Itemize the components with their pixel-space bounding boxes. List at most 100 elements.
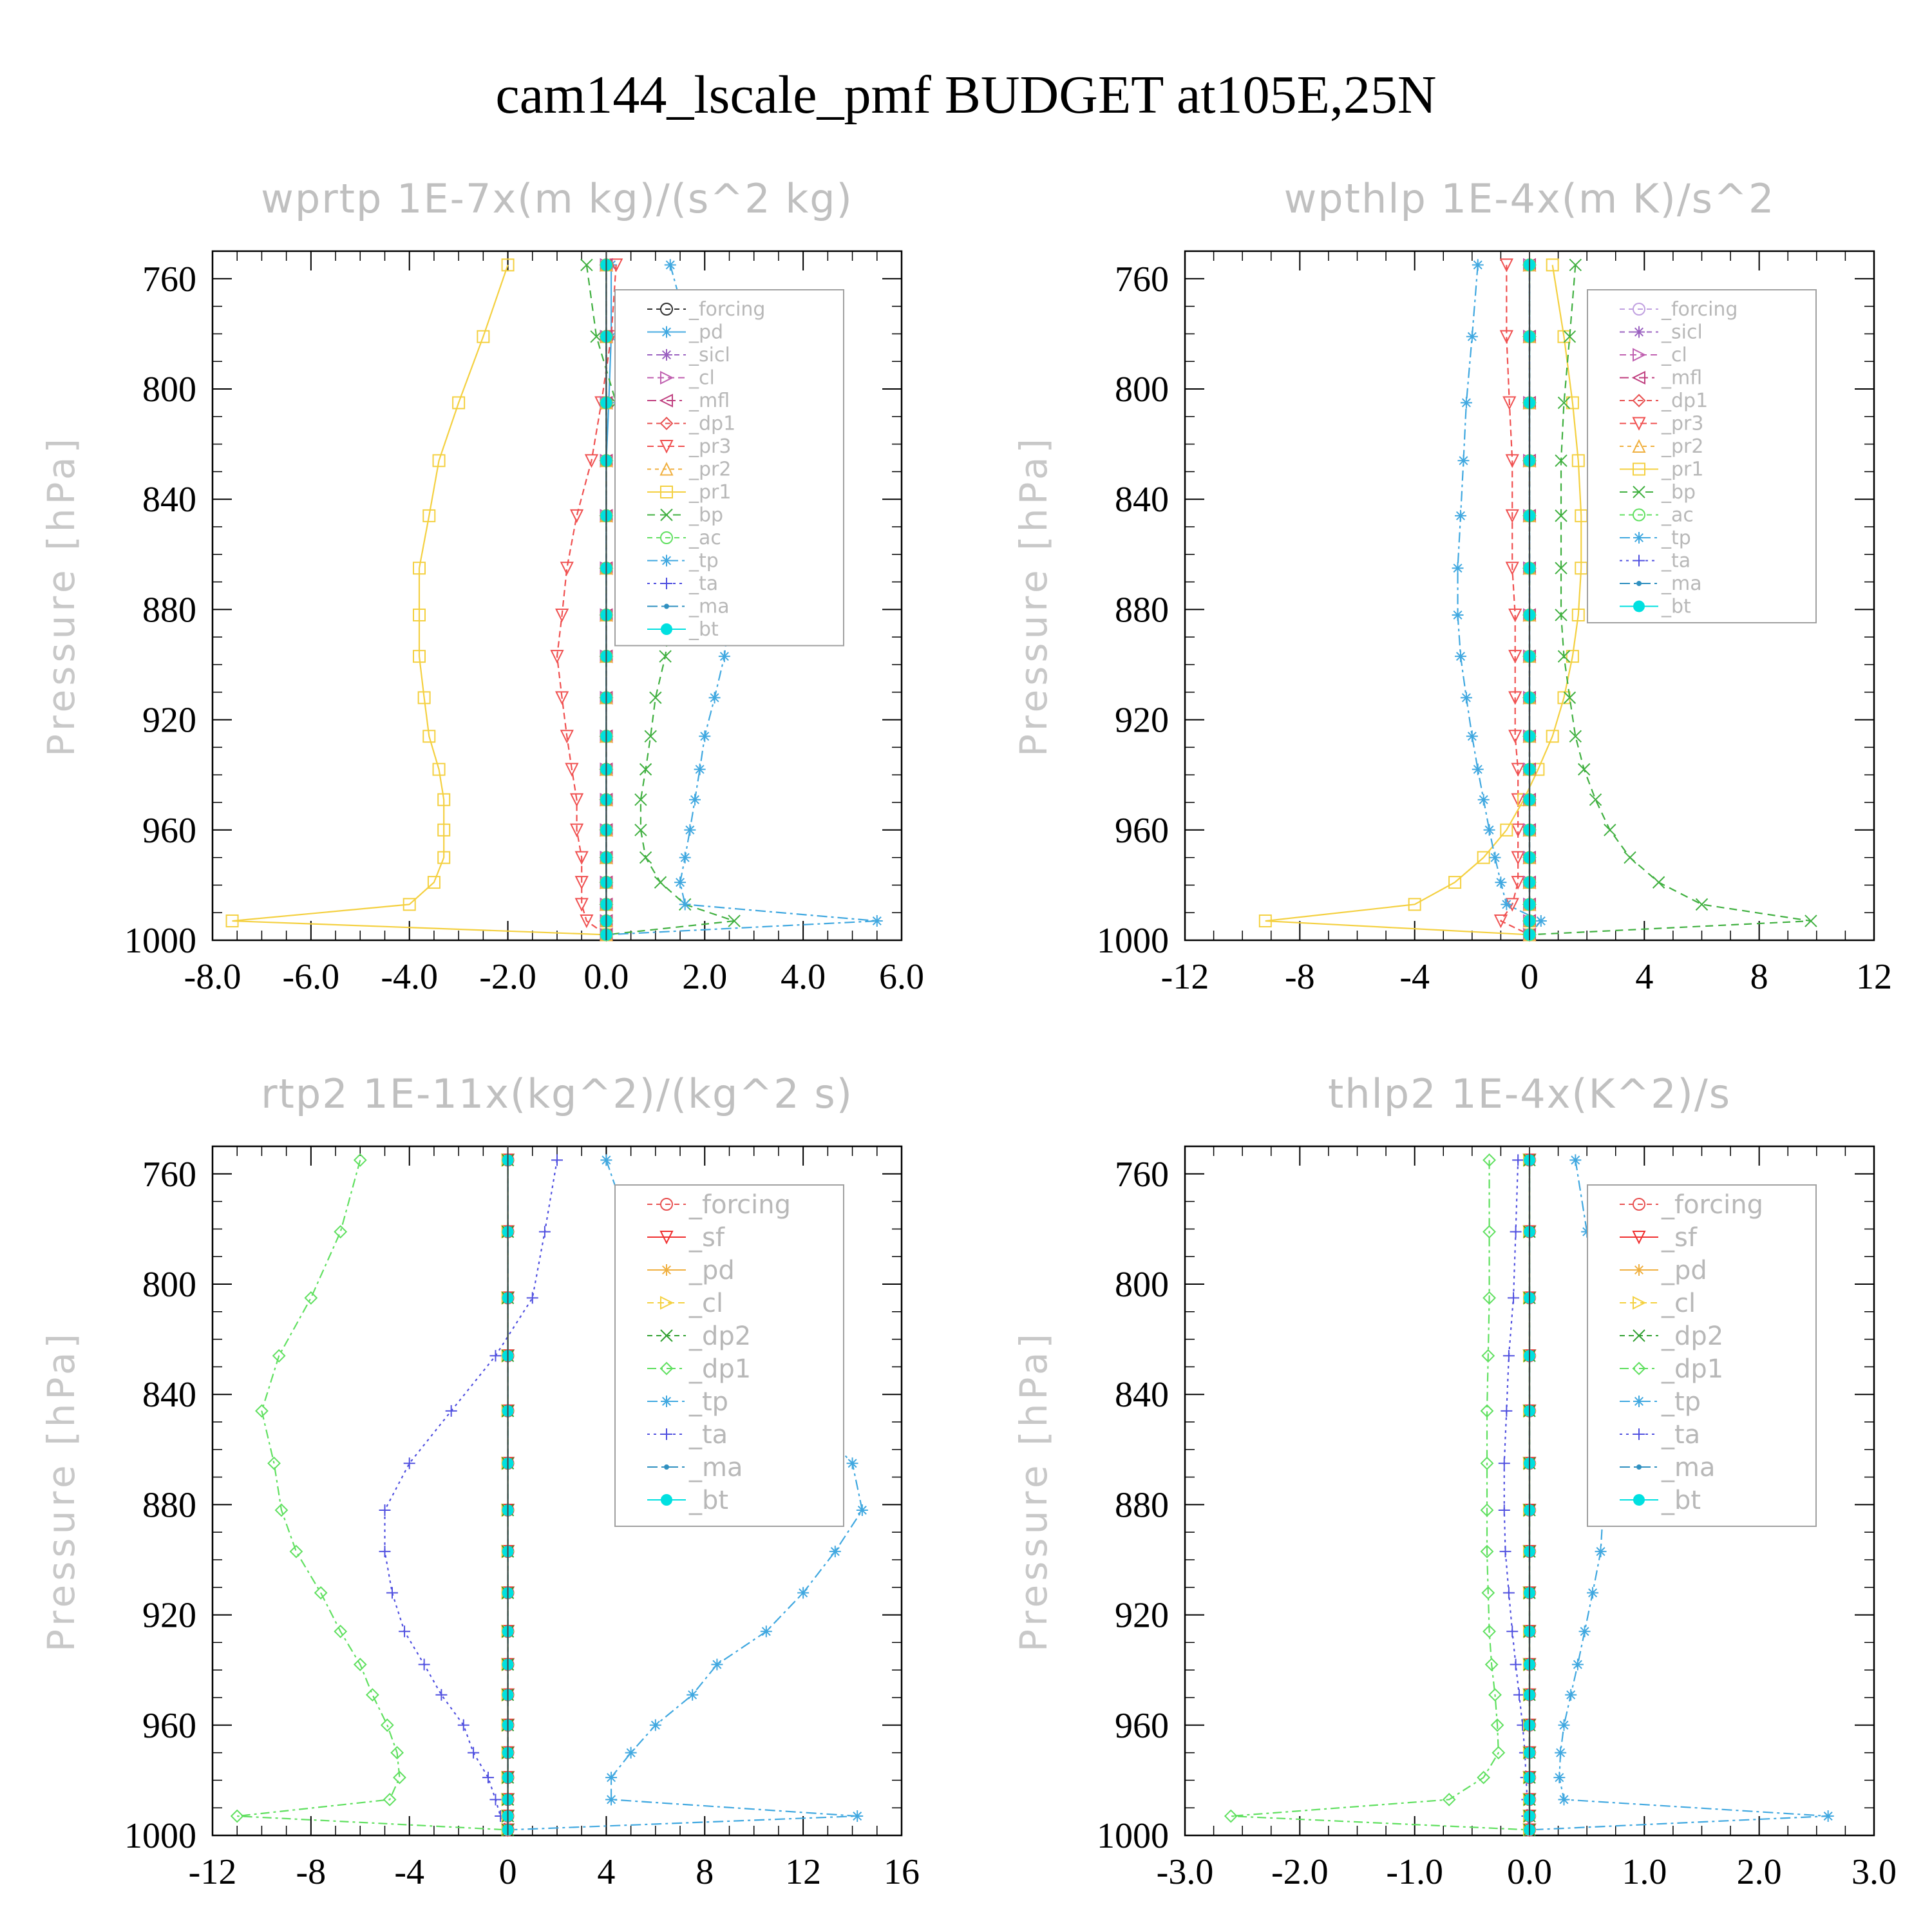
y-axis-label: Pressure [hPa] (1012, 1330, 1056, 1652)
data-point_dp1 (274, 1503, 289, 1517)
legend-marker (1633, 1494, 1645, 1506)
y-tick-label: 800 (142, 370, 196, 410)
y-tick-label: 1000 (1097, 921, 1169, 961)
data-point_bp (580, 258, 593, 272)
data-point_pr3 (1493, 914, 1508, 929)
data-point_dp1 (314, 1586, 328, 1600)
data-point_tp (1460, 397, 1472, 409)
data-point_ta (457, 1719, 469, 1731)
data-point_tp (1466, 730, 1478, 743)
y-tick-label: 760 (1115, 260, 1169, 299)
data-point_dp1 (1481, 1349, 1495, 1363)
y-tick-label: 840 (142, 1375, 196, 1415)
data-point_dp1 (1482, 1624, 1496, 1638)
data-point_pr3 (550, 650, 564, 664)
legend-marker (1633, 486, 1645, 498)
data-point_pr3 (560, 562, 574, 576)
legend-label: _pr1 (1661, 459, 1703, 481)
legend-box (1587, 289, 1817, 623)
legend-label: _cl (1661, 344, 1687, 366)
data-point_ta (489, 1794, 502, 1806)
legend-label: _pr3 (1661, 413, 1703, 435)
legend-marker (659, 417, 674, 430)
legend-label: _ta (1661, 550, 1690, 573)
data-point_bp (1557, 650, 1571, 663)
data-point_tp (1587, 1587, 1599, 1599)
data-point_tp (1535, 915, 1547, 927)
data-point_pr3 (569, 509, 584, 524)
data-point_tp (1578, 1625, 1591, 1638)
data-point_tp (1483, 824, 1495, 836)
series-line_tp (1457, 265, 1542, 936)
x-tick-label: 12 (1856, 957, 1892, 997)
legend-label: _dp1 (1661, 1354, 1723, 1384)
data-point_bp (1557, 396, 1571, 410)
y-tick-label: 920 (142, 701, 196, 741)
data-point_ta (468, 1747, 480, 1759)
data-point_bp (1555, 609, 1567, 621)
data-point_pr1 (422, 730, 436, 743)
panels: wprtp 1E-7x(m kg)/(s^2 kg) Pressure [hPa]… (39, 175, 1897, 1892)
data-point_bp (644, 730, 657, 743)
legend-marker (1633, 1428, 1645, 1440)
x-tick-label: 6.0 (879, 957, 924, 997)
legend-label: _tp (688, 550, 719, 573)
data-point_ta (1498, 1504, 1510, 1516)
legend: _forcing_sicl_cl_mfl_dp1_pr3_pr2_pr1_bp_… (1587, 289, 1817, 623)
y-tick-label: 880 (142, 590, 196, 630)
data-point_bp (659, 650, 672, 663)
legend-marker (1633, 1296, 1647, 1310)
y-tick-label: 840 (1115, 1375, 1169, 1415)
legend-marker (1633, 462, 1645, 476)
series-line_ta (384, 1160, 558, 1830)
series-line_dp1 (237, 1160, 508, 1831)
data-point_pr3 (1511, 823, 1525, 838)
x-tick-label: 4.0 (781, 957, 826, 997)
panel-title: wpthlp 1E-4x(m K)/s^2 (1284, 175, 1776, 222)
data-point_tp (1558, 1719, 1570, 1731)
panel-4: thlp2 1E-4x(K^2)/s Pressure [hPa] -3.0 -2.0… (1012, 1070, 1897, 1892)
data-point_bp (1624, 851, 1636, 864)
data-point_pr1 (437, 823, 451, 837)
data-point_pr3 (574, 851, 589, 865)
data-point_tp (1455, 509, 1466, 522)
x-tick-label: 1.0 (1622, 1852, 1667, 1892)
legend-label: _forcing (688, 298, 765, 321)
legend-label: _forcing (1661, 298, 1738, 321)
legend: _forcing_sf _pd _cl _dp2_dp1_tp_ta _ma _bt (1587, 1184, 1817, 1527)
panel-3: rtp2 1E-11x(kg^2)/(kg^2 s) Pressure [hPa]… (39, 1070, 920, 1892)
data-point_ta (551, 1154, 563, 1166)
legend-label: _ma (688, 1453, 743, 1482)
data-point_tp (605, 1772, 618, 1784)
panel-title: wprtp 1E-7x(m kg)/(s^2 kg) (261, 175, 853, 222)
legend-marker (1632, 417, 1646, 431)
series_dp1 (1224, 1153, 1537, 1837)
data-point_dp1 (1224, 1809, 1238, 1823)
legend-marker (661, 1428, 672, 1440)
x-tick-label: -4 (1399, 957, 1430, 997)
data-point_pr3 (584, 454, 599, 468)
x-tick-label: 8 (1750, 957, 1768, 997)
y-tick-label: 960 (142, 1706, 196, 1746)
legend-marker (661, 1264, 672, 1276)
data-point_pr1 (1258, 914, 1272, 928)
legend-marker (660, 370, 674, 385)
data-point_pr3 (555, 691, 569, 705)
legend-marker (659, 393, 673, 408)
data-point_tp (1457, 455, 1470, 467)
data-point_bp (639, 762, 652, 776)
legend-label: _ta (1661, 1420, 1700, 1450)
data-point_tp (625, 1747, 637, 1759)
y-tick-label: 840 (1115, 480, 1169, 520)
data-point_ta (1510, 1226, 1522, 1238)
data-point_dp1 (353, 1153, 367, 1167)
legend-marker (661, 554, 672, 567)
legend-label: _tp (1661, 1387, 1701, 1417)
x-tick-label: 2.0 (682, 957, 727, 997)
data-point_ta (1506, 1625, 1519, 1638)
data-point_tp (1822, 1810, 1834, 1823)
data-point_ta (482, 1772, 494, 1784)
legend-label: _ma (1661, 573, 1702, 595)
data-point_bp (1563, 330, 1577, 343)
y-tick-label: 800 (1115, 370, 1169, 410)
